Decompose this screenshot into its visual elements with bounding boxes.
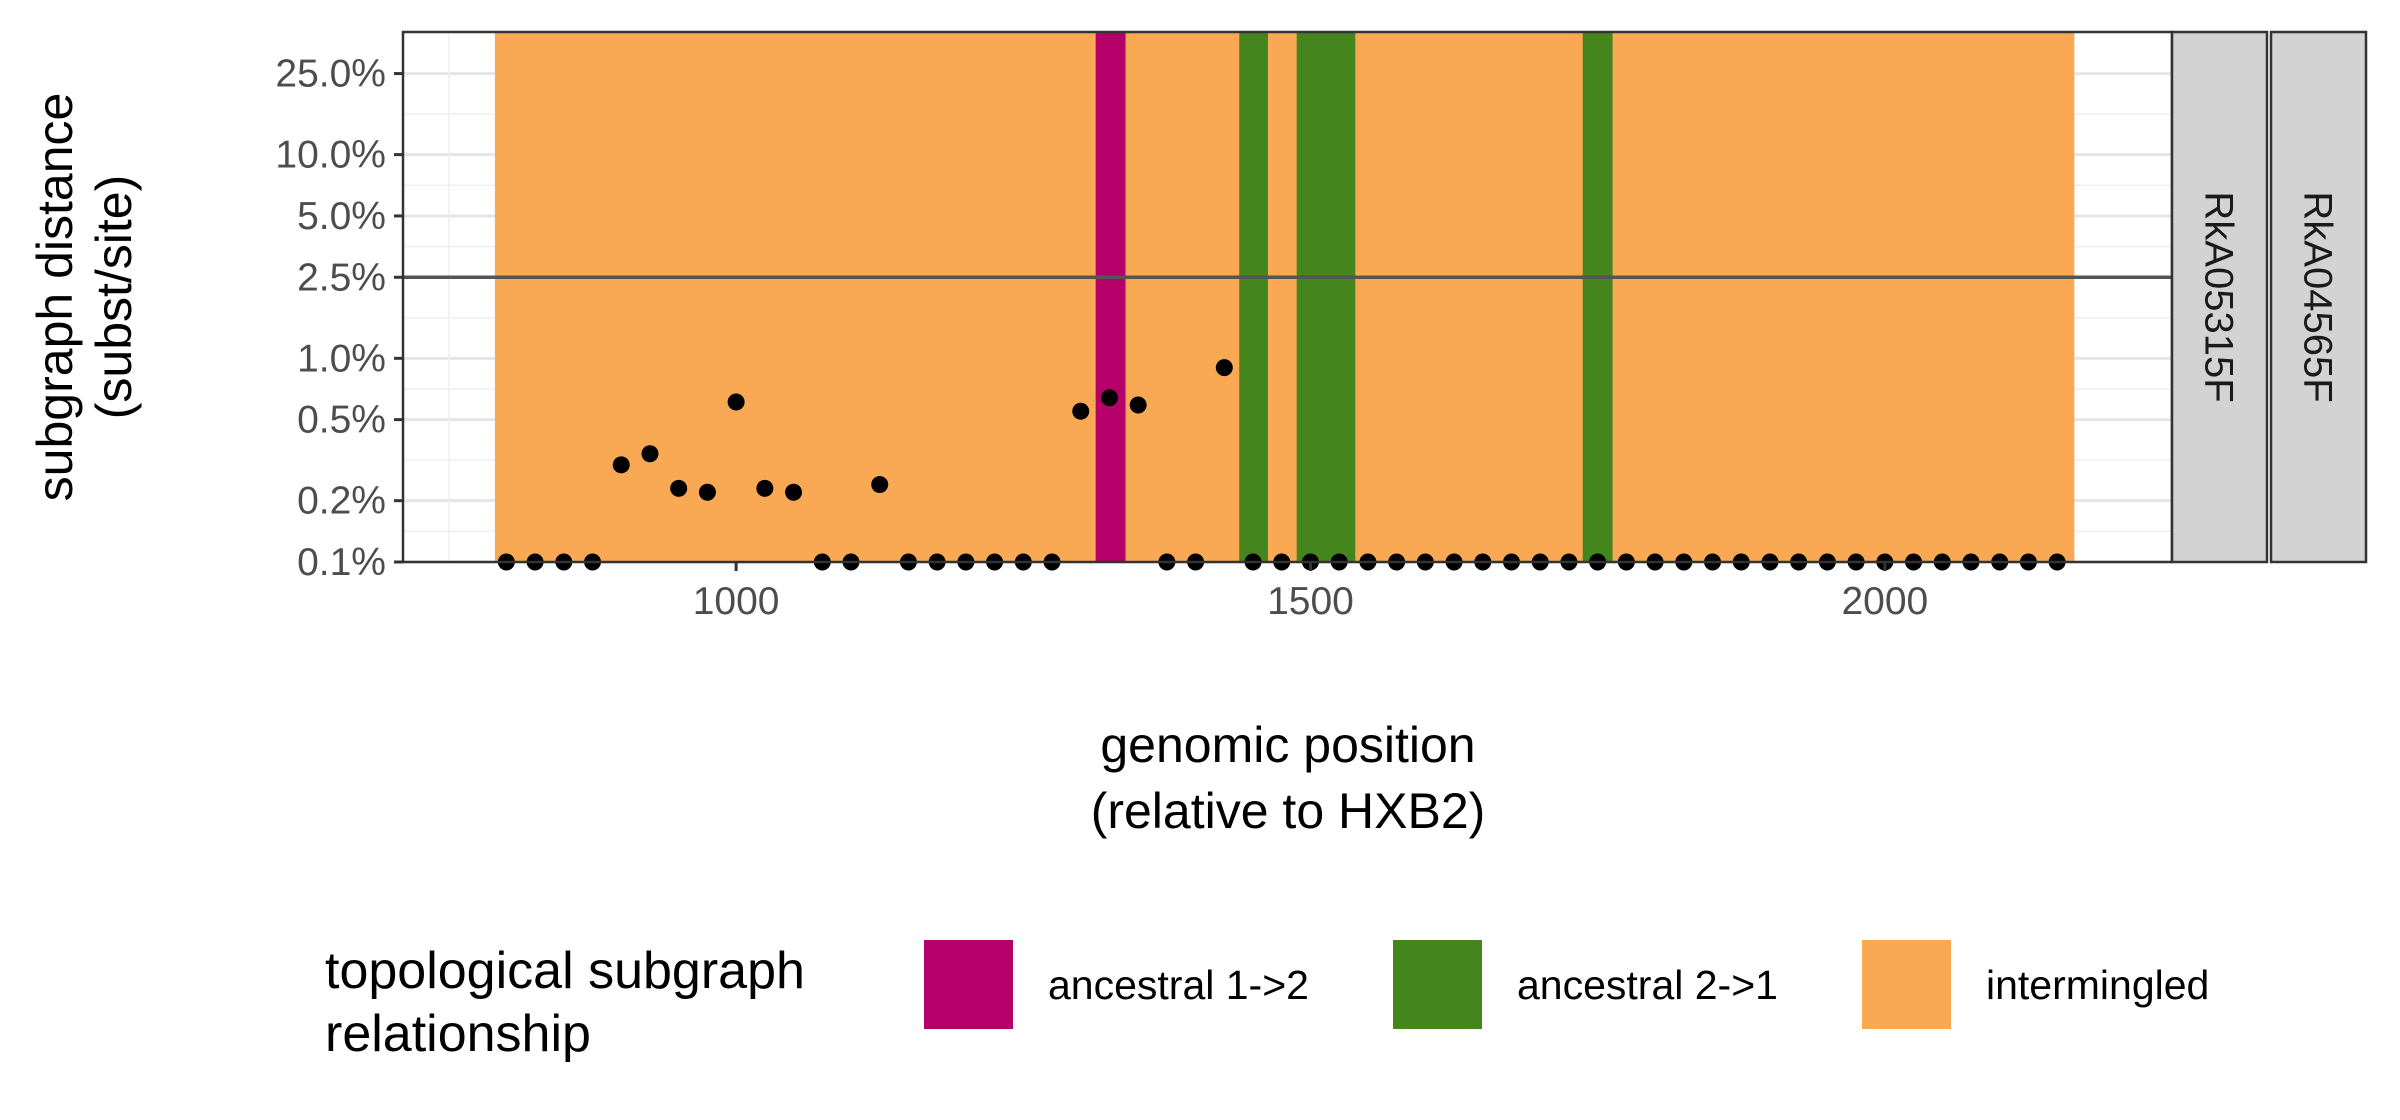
data-point — [1215, 359, 1233, 377]
facet-strip — [2170, 30, 2269, 564]
region-ancestral-2-1 — [1239, 32, 1268, 562]
y-axis: 0.1% 0.2% 0.5% 1.0% 2.5% 5.0% 10.0% 25.0% — [275, 53, 403, 584]
y-tick-label: 0.2% — [297, 480, 386, 523]
data-point — [612, 456, 630, 474]
data-point — [698, 483, 716, 501]
y-axis-title-line-2: (subst/site) — [86, 175, 142, 420]
x-tick-label: 1000 — [693, 580, 780, 623]
y-tick-label: 0.5% — [297, 399, 386, 442]
y-tick-label: 5.0% — [297, 195, 386, 238]
x-axis-title-line-2: (relative to HXB2) — [1091, 783, 1486, 839]
region-ancestral-2-1 — [1582, 32, 1613, 562]
legend-key-label: ancestral 1->2 — [1048, 962, 1309, 1008]
data-point — [1129, 396, 1147, 414]
y-axis-title-line-1: subgraph distance — [27, 93, 83, 502]
region-intermingled — [494, 32, 2075, 562]
legend-key-label: intermingled — [1986, 962, 2209, 1008]
legend-items: ancestral 1->2 ancestral 2->1 intermingled — [924, 940, 2209, 1029]
data-point — [1072, 402, 1090, 420]
facet-strip-label: RkA05315F — [2197, 191, 2241, 402]
data-point — [670, 479, 688, 497]
y-tick-label: 2.5% — [297, 256, 386, 299]
data-point — [1100, 389, 1118, 407]
y-tick-label: 1.0% — [297, 337, 386, 380]
x-tick-label: 1500 — [1267, 580, 1354, 623]
y-tick-label: 25.0% — [275, 53, 386, 96]
x-axis: 1000 1500 2000 — [693, 562, 1928, 623]
legend-title-line-2: relationship — [325, 1005, 591, 1063]
facet-strips: RkA05315F RkA04565F — [2170, 30, 2368, 564]
data-point — [641, 445, 659, 463]
facet-strip — [2269, 30, 2368, 564]
legend-key-swatch — [1862, 940, 1951, 1029]
x-tick-label: 2000 — [1841, 580, 1928, 623]
legend-title-line-1: topological subgraph — [325, 942, 805, 1000]
data-points — [497, 359, 2066, 571]
region-ancestral-1-2 — [1095, 32, 1126, 562]
y-tick-label: 0.1% — [297, 541, 386, 584]
data-point — [871, 476, 889, 494]
region-ancestral-2-1 — [1296, 32, 1356, 562]
y-tick-label: 10.0% — [275, 134, 386, 177]
facet-strip-label: RkA04565F — [2296, 191, 2340, 402]
x-axis-title-line-1: genomic position — [1100, 717, 1475, 773]
legend-key-swatch — [924, 940, 1013, 1029]
legend: topological subgraph relationship ancest… — [325, 940, 2209, 1063]
legend-key-label: ancestral 2->1 — [1517, 962, 1778, 1008]
data-point — [756, 479, 774, 497]
background-regions — [494, 32, 2075, 562]
legend-key-swatch — [1393, 940, 1482, 1029]
data-point — [727, 393, 745, 411]
data-point — [785, 483, 803, 501]
